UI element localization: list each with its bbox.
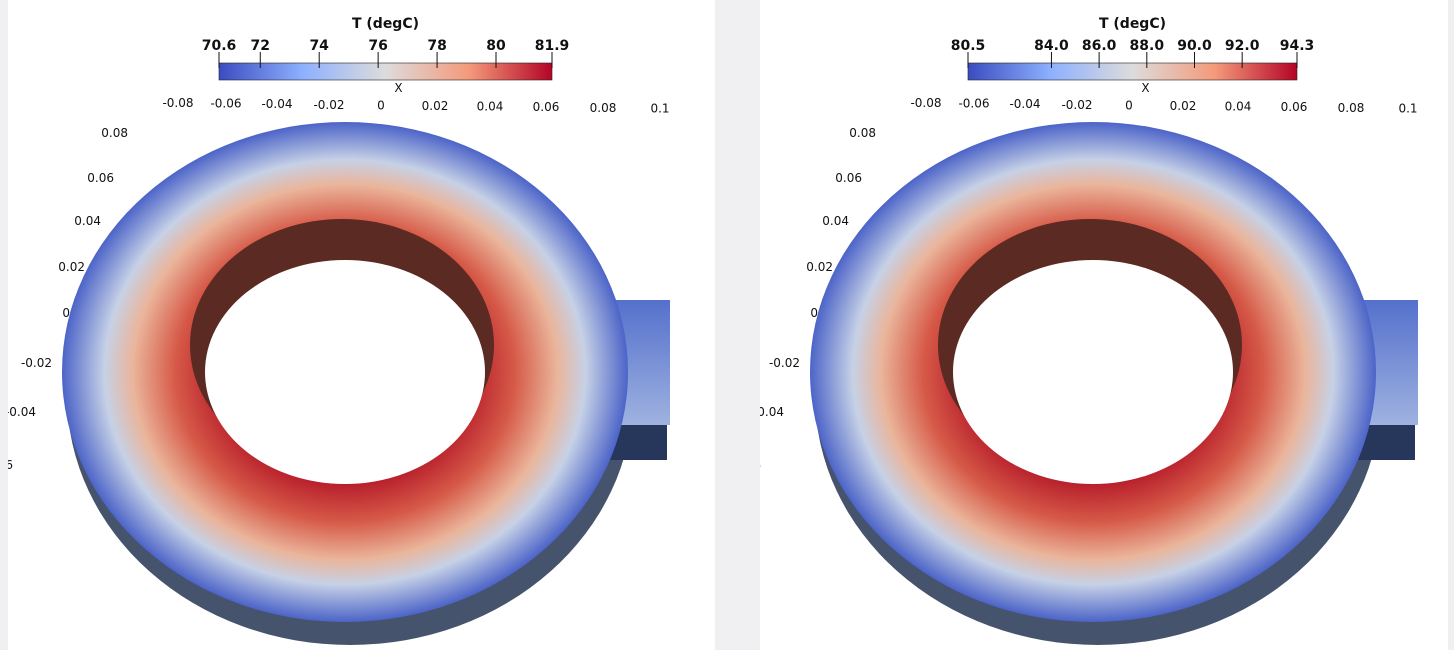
axis-title: X [1141,81,1149,95]
x-tick-label: -0.06 [958,97,989,111]
colorbar-tick-label: 80 [486,38,506,54]
screenshot: T (degC) 70.6 72 74 76 78 80 81.9 X -0.08 -0.06 -0.… [0,0,1454,650]
colorbar-tick-label: 78 [427,38,446,54]
x-tick-label: 0 [377,98,385,112]
y-tick-label: -0.06 [0,458,13,472]
x-tick-label: 0.08 [590,101,617,115]
x-tick-label: 0.1 [1398,101,1417,115]
x-tick-label: 0 [1125,98,1133,112]
x-tick-label: 0.06 [533,100,560,114]
colorbar-tick-label: 94.3 [1280,38,1315,54]
colorbar-tick-label: 84.0 [1034,38,1069,54]
colorbar-tick-label: 72 [251,38,270,54]
colorbar-tick-label: 88.0 [1130,38,1165,54]
colorbar [219,63,552,80]
y-tick-label: -0.04 [753,405,784,419]
viewport: T (degC) 80.5 84.0 86.0 88.0 90.0 92.0 94.3 X -0.… [730,0,1448,650]
colorbar-tick-label: 92.0 [1225,38,1260,54]
y-tick-label: 0.08 [101,126,128,140]
hole [205,260,485,484]
x-tick-label: 0.02 [1170,99,1197,113]
colorbar-title: T (degC) [1099,16,1166,32]
y-tick-label: 0.02 [58,260,85,274]
colorbar-tick-label: 80.5 [951,38,986,54]
colorbar-tick-label: 81.9 [535,38,570,54]
y-tick-label: 0.06 [835,171,862,185]
y-tick-label: -0.06 [730,458,761,472]
x-tick-label: -0.08 [162,96,193,110]
colorbar-tick-label: 86.0 [1082,38,1117,54]
x-tick-label: 0.02 [422,99,449,113]
colorbar-tick-label: 70.6 [202,38,237,54]
viewport: T (degC) 70.6 72 74 76 78 80 81.9 X -0.08 -0.06 -0.… [0,0,715,650]
colorbar-title: T (degC) [352,16,419,32]
x-tick-label: -0.06 [210,97,241,111]
x-tick-label: 0.04 [477,100,504,114]
axis-title: X [394,81,402,95]
x-tick-label: -0.04 [1009,97,1040,111]
x-tick-label: 0.1 [650,101,669,115]
y-tick-label: 0.06 [87,171,114,185]
y-tick-label: 0.08 [849,126,876,140]
y-tick-label: -0.02 [769,356,800,370]
y-tick-label: 0 [810,306,818,320]
x-tick-label: 0.04 [1225,100,1252,114]
x-tick-label: -0.08 [910,96,941,110]
x-tick-label: 0.06 [1281,100,1308,114]
colorbar-tick-label: 90.0 [1177,38,1212,54]
x-tick-label: 0.08 [1338,101,1365,115]
y-tick-label: 0.02 [806,260,833,274]
x-tick-label: -0.02 [1061,98,1092,112]
x-tick-label: -0.04 [261,97,292,111]
y-tick-label: 0.04 [822,214,849,228]
y-tick-label: 0 [62,306,70,320]
colorbar-tick-label: 76 [368,38,387,54]
x-tick-label: -0.02 [313,98,344,112]
y-tick-label: 0.04 [74,214,101,228]
y-tick-label: -0.02 [21,356,52,370]
hole [953,260,1233,484]
colorbar-tick-label: 74 [309,38,329,54]
colorbar [968,63,1297,80]
y-tick-label: -0.04 [5,405,36,419]
